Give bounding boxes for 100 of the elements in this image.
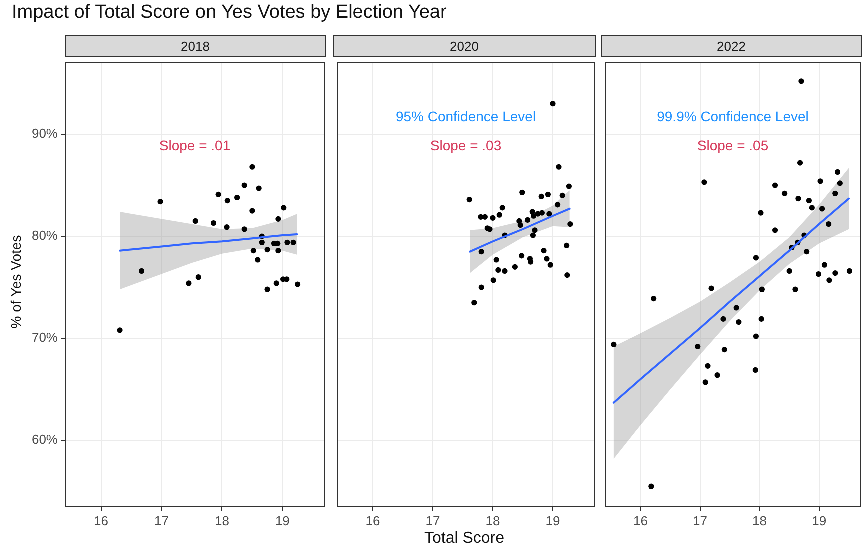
point xyxy=(250,248,256,254)
point xyxy=(520,190,526,196)
point xyxy=(502,268,508,274)
point xyxy=(832,190,838,196)
point xyxy=(274,280,280,286)
point xyxy=(560,192,566,199)
chart-subtitle: 2018 xyxy=(65,35,326,57)
x-axis-title: Total Score xyxy=(424,530,505,548)
x-tick-label: 18 xyxy=(752,513,768,528)
y-tick-label: 60% xyxy=(32,432,58,448)
point xyxy=(276,216,282,222)
point xyxy=(210,220,217,226)
point xyxy=(568,221,574,228)
point xyxy=(758,210,764,216)
x-tick-label: 16 xyxy=(94,513,109,528)
point xyxy=(556,164,562,170)
point xyxy=(234,194,240,201)
point xyxy=(281,205,287,211)
point xyxy=(705,363,711,369)
point xyxy=(651,296,657,302)
x-tick-label: 17 xyxy=(693,513,708,528)
point xyxy=(487,226,493,232)
point xyxy=(496,267,502,274)
point xyxy=(264,286,270,292)
point xyxy=(648,484,654,490)
point xyxy=(695,344,701,350)
point xyxy=(224,224,230,230)
point xyxy=(782,190,788,196)
point xyxy=(138,268,145,274)
point xyxy=(525,217,531,223)
point xyxy=(792,286,798,292)
point xyxy=(472,300,478,306)
point xyxy=(512,264,518,270)
point xyxy=(158,199,164,205)
point xyxy=(809,205,815,211)
point xyxy=(734,305,740,311)
point xyxy=(798,78,804,84)
chart-title: Impact of Total Score on Yes Votes by Election Year xyxy=(12,2,447,24)
point xyxy=(494,257,500,263)
point xyxy=(555,202,561,208)
x-tick-label: 18 xyxy=(214,513,230,528)
point xyxy=(224,198,230,204)
point xyxy=(758,316,764,322)
annotation: Slope = .03 xyxy=(430,137,502,154)
point xyxy=(284,240,290,246)
point xyxy=(753,255,760,261)
y-tick-label: 80% xyxy=(32,228,58,244)
point xyxy=(478,284,484,290)
point xyxy=(490,278,496,284)
x-tick-label: 19 xyxy=(275,513,290,528)
annotation: 95% Confidence Level xyxy=(396,108,536,124)
point xyxy=(826,221,832,228)
point xyxy=(546,211,552,217)
y-tick-label: 90% xyxy=(32,126,58,142)
point xyxy=(496,212,502,218)
point xyxy=(753,334,760,340)
point xyxy=(196,274,202,280)
point xyxy=(806,198,812,204)
chart-subtitle: 2022 xyxy=(601,35,862,57)
point xyxy=(564,242,570,249)
point xyxy=(532,228,538,234)
point xyxy=(242,226,248,232)
annotation: 99.9% Confidence Level xyxy=(657,108,809,124)
point xyxy=(117,328,123,334)
point xyxy=(820,206,826,212)
point xyxy=(708,286,714,292)
point xyxy=(530,232,536,238)
point xyxy=(822,262,828,268)
point xyxy=(736,319,742,326)
point xyxy=(846,268,852,274)
point xyxy=(478,249,484,255)
point xyxy=(837,180,843,186)
point xyxy=(544,256,550,262)
point xyxy=(786,268,792,274)
point xyxy=(294,282,301,288)
point xyxy=(720,316,726,322)
point xyxy=(186,280,192,286)
point xyxy=(541,248,547,254)
point xyxy=(826,278,832,284)
point xyxy=(466,196,472,203)
point xyxy=(250,164,256,170)
point xyxy=(834,169,841,176)
point xyxy=(759,286,765,292)
x-tick-label: 19 xyxy=(546,513,560,528)
point xyxy=(548,262,554,268)
point xyxy=(539,210,545,216)
point xyxy=(192,218,198,224)
y-tick-label: 70% xyxy=(32,330,58,346)
point xyxy=(276,248,282,254)
point xyxy=(796,196,802,202)
point xyxy=(797,160,804,166)
point xyxy=(259,240,265,246)
x-tick-label: 17 xyxy=(154,513,169,528)
annotation: Slope = .05 xyxy=(697,137,769,154)
point xyxy=(804,249,810,255)
point xyxy=(772,228,778,234)
point xyxy=(518,222,524,228)
point xyxy=(550,101,556,107)
point xyxy=(545,192,551,198)
point xyxy=(722,347,728,353)
